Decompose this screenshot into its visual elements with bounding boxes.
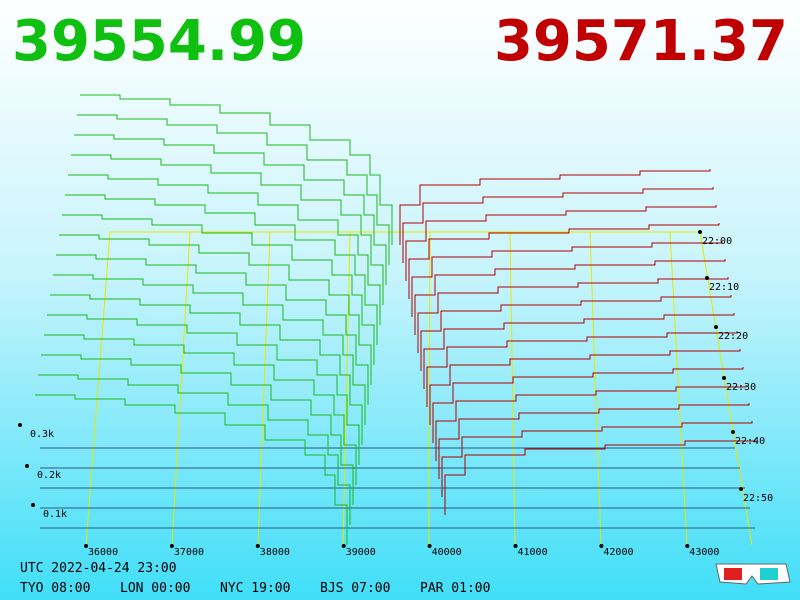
time-dot [698,230,702,234]
price-dot [513,544,518,548]
time-label: 22:50 [743,493,773,504]
time-label: 22:00 [702,236,732,247]
price-dot [599,544,604,548]
price-label: 40000 [432,547,462,558]
time-label: 22:20 [718,331,748,342]
depth-label: 0.2k [37,470,61,481]
city-time: LON 00:00 [120,581,190,596]
city-time: PAR 01:00 [420,581,490,596]
time-label: 22:40 [735,436,765,447]
price-label: 42000 [603,547,633,558]
depth-dot [18,423,22,427]
ask-price: 39571.37 [494,9,788,74]
price-dot [255,544,260,548]
time-dot [714,325,718,329]
price-label: 39000 [346,547,376,558]
price-label: 43000 [689,547,719,558]
price-dot [685,544,690,548]
city-times: TYO 08:00 LON 00:00 NYC 19:00 BJS 07:00 PAR … [20,581,490,596]
time-dot [705,276,709,280]
price-label: 36000 [88,547,118,558]
3d-glasses-icon[interactable] [715,563,791,585]
time-dot [739,487,743,491]
price-dot [341,544,346,548]
depth-dot [25,464,29,468]
depth-floor [40,447,755,529]
depth-label: 0.3k [30,429,54,440]
time-dot [731,430,735,434]
price-dot [84,544,88,548]
price-dot [427,544,432,548]
time-dot [722,376,726,380]
time-label: 22:30 [726,382,756,393]
city-time: NYC 19:00 [220,581,290,596]
depth-dot [31,503,35,507]
price-label: 38000 [260,547,290,558]
price-label: 37000 [174,547,204,558]
city-time: BJS 07:00 [320,581,390,596]
depth-axis: 0.1k 0.2k 0.3k [18,423,67,520]
time-axis: 22:00 22:10 22:20 22:30 22:40 22:50 [698,230,773,504]
city-time: TYO 08:00 [20,581,90,596]
bid-price: 39554.99 [12,9,306,74]
price-axis: 36000 37000 38000 39000 40000 41000 42000 43000 [84,544,719,558]
price-dot [169,544,174,548]
depth-label: 0.1k [43,509,67,520]
price-label: 41000 [518,547,548,558]
utc-time: UTC 2022-04-24 23:00 [20,561,177,576]
time-label: 22:10 [709,282,739,293]
